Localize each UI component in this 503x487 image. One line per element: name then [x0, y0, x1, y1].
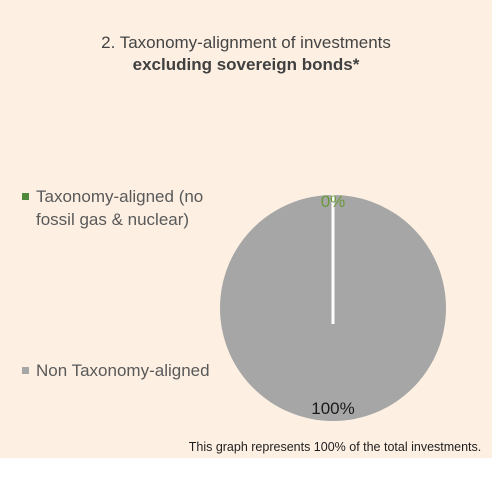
panel-bottom-margin: [0, 458, 503, 487]
legend-marker-aligned: [22, 193, 29, 200]
chart-title: 2. Taxonomy-alignment of investments exc…: [0, 32, 492, 76]
panel-right-margin: [492, 0, 503, 487]
chart-title-line1: 2. Taxonomy-alignment of investments: [101, 33, 391, 52]
legend-label-aligned: Taxonomy-aligned (no fossil gas & nuclea…: [36, 187, 204, 229]
data-label-aligned: 0%: [321, 192, 346, 211]
pie-chart: 0% 100%: [220, 192, 446, 421]
legend-label-non-aligned: Non Taxonomy-aligned: [36, 361, 210, 380]
chart-title-line2: excluding sovereign bonds*: [132, 55, 360, 74]
data-label-non-aligned: 100%: [311, 399, 354, 418]
legend-marker-non-aligned: [22, 367, 29, 374]
chart-caption: This graph represents 100% of the total …: [188, 440, 482, 454]
